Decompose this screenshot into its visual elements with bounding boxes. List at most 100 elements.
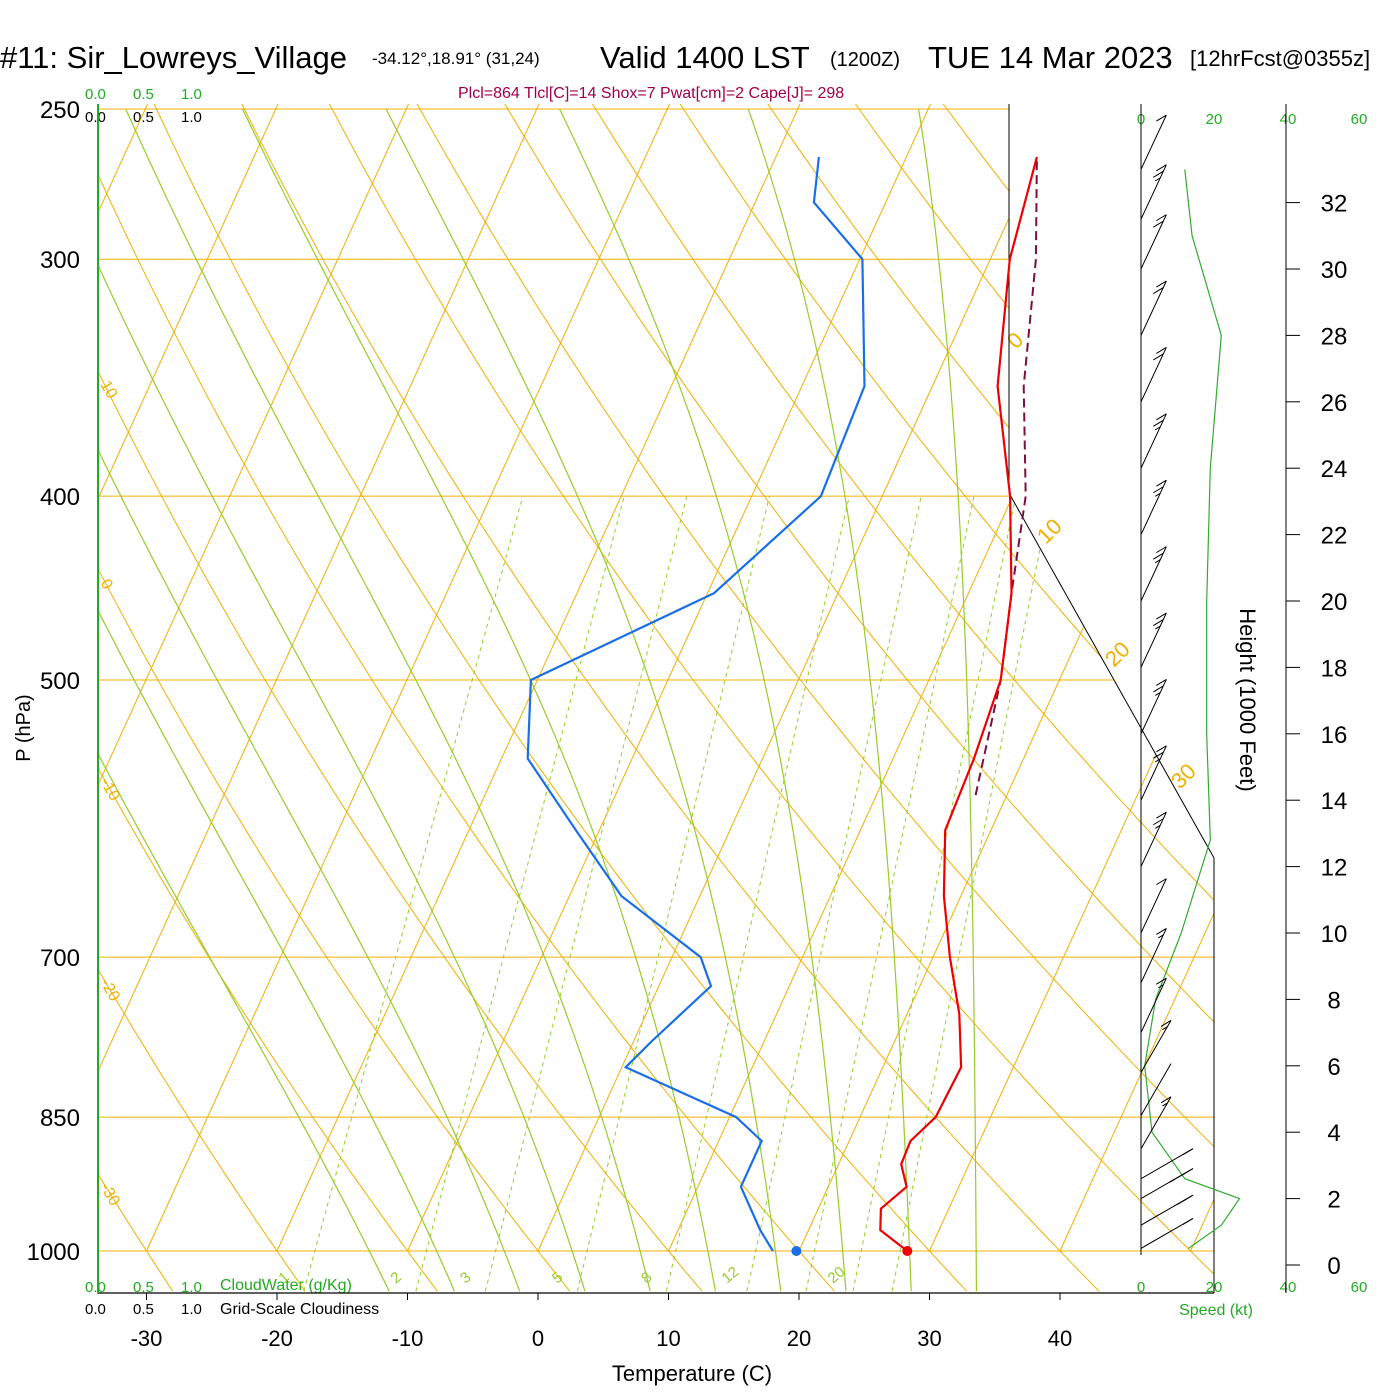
- speed-scale-bottom: 0 20 40 60 Speed (kt): [1137, 1279, 1368, 1319]
- wind-barb-flag: [1156, 811, 1167, 819]
- height-tick-label: 24: [1321, 456, 1348, 483]
- temperature-profile-line: [879, 156, 1038, 1252]
- wind-barb-flag: [1176, 1198, 1187, 1206]
- wind-barb-flag: [1156, 927, 1167, 935]
- wind-barb-flag: [1160, 1096, 1172, 1104]
- wind-barb-flag: [1182, 1148, 1194, 1156]
- wind-barb-flag: [1153, 818, 1164, 826]
- pressure-tick-label: 250: [40, 97, 80, 124]
- pressure-tick-label: 300: [40, 247, 80, 274]
- wind-barb-flag: [1153, 685, 1164, 693]
- wind-barb-flag: [1153, 419, 1164, 427]
- dry-adiabat-line: [1182, 104, 1214, 1292]
- speed-scale-top: 0 20 40 60: [1137, 111, 1368, 128]
- pressure-tick-label: 500: [40, 668, 80, 695]
- wind-barb-flag: [1153, 486, 1164, 494]
- wind-barb-half-flag: [1155, 492, 1161, 497]
- dry-adiabat-line: [98, 104, 703, 1292]
- isotherm-line: [1059, 104, 1214, 1252]
- wind-speed-line: [1144, 169, 1241, 1249]
- cloudiness-tick-bottom: 0.5: [133, 1301, 154, 1318]
- cloudwater-label: CloudWater (g/Kg): [220, 1277, 352, 1294]
- isotherm-line: [146, 104, 691, 1252]
- wind-barb-flag: [1153, 353, 1164, 361]
- background-lines: [98, 104, 1214, 1292]
- speed-tick-top: 60: [1351, 111, 1368, 128]
- wind-barb-staff: [1140, 114, 1167, 170]
- wind-barb-staff: [1140, 1096, 1172, 1150]
- cloudiness-tick-top: 0.5: [133, 109, 154, 126]
- dry-adiabat-line: [834, 104, 1214, 1292]
- wind-barb-flag: [1153, 170, 1164, 178]
- mixing-ratio-line: [484, 496, 688, 1292]
- cloudwater-tick-top: 0.0: [85, 86, 106, 103]
- wind-barb-flag: [1156, 546, 1167, 554]
- parcel-profile-line: [974, 156, 1038, 796]
- isotherm-line: [98, 104, 560, 1252]
- wind-barb-half-flag: [1155, 559, 1161, 564]
- isotherm-line: [537, 104, 1082, 1252]
- wind-barb-staff: [1140, 878, 1167, 934]
- mixing-ratio-label: 2: [388, 1269, 405, 1287]
- surface-dewpoint-point: [791, 1246, 802, 1256]
- speed-tick-bottom: 60: [1351, 1279, 1368, 1296]
- wind-barb-staff: [1140, 745, 1167, 801]
- height-tick-label: 30: [1321, 257, 1348, 284]
- height-tick-label: 4: [1327, 1120, 1340, 1147]
- wind-barb-flag: [1156, 114, 1167, 122]
- wind-barb-half-flag: [1155, 177, 1161, 182]
- pressure-tick-label: 400: [40, 484, 80, 511]
- dry-adiabat-line: [487, 104, 1214, 1292]
- cloudwater-tick-bottom: 0.0: [85, 1279, 106, 1296]
- wind-barb-staff: [1140, 679, 1167, 735]
- mixing-ratio-label: 8: [638, 1269, 655, 1287]
- height-tick-label: 16: [1321, 722, 1348, 749]
- dry-adiabat-line: [661, 104, 1214, 1292]
- wind-barb-half-flag: [1155, 692, 1161, 696]
- cloudwater-tick-top: 1.0: [181, 86, 202, 103]
- wind-barb-flag: [1156, 878, 1167, 886]
- temperature-tick-label: 30: [917, 1326, 941, 1351]
- wind-barb-staff: [1140, 1063, 1172, 1116]
- surface-temperature-point: [902, 1246, 913, 1256]
- temperature-tick-label: -30: [131, 1326, 163, 1351]
- wind-barb-staff: [1140, 1020, 1172, 1073]
- isotherm-line: [798, 104, 1214, 1252]
- temperature-tick-label: 40: [1048, 1326, 1072, 1351]
- mixing-ratio-label: 3: [457, 1269, 474, 1287]
- wind-barb-flag: [1182, 1217, 1194, 1225]
- theta-label: -30: [97, 1180, 123, 1209]
- wind-barb-half-flag: [1158, 934, 1164, 939]
- speed-tick-top: 20: [1206, 111, 1223, 128]
- mixing-ratio-line: [415, 496, 625, 1292]
- cloud-scale-top: 0.0 0.5 1.0 0.0 0.5 1.0: [85, 86, 202, 126]
- height-tick-label: 22: [1321, 523, 1348, 550]
- dry-adiabat-line: [227, 104, 1100, 1292]
- wind-barb-flag: [1156, 678, 1167, 686]
- moist-adiabat-line: [241, 108, 716, 1292]
- wind-panel: [1140, 114, 1241, 1249]
- dry-adiabat-line: [140, 104, 968, 1292]
- speed-tick-bottom: 40: [1280, 1279, 1297, 1296]
- isotherm-line: [98, 104, 169, 1252]
- wind-barb-staff: [1140, 480, 1167, 535]
- pressure-tick-label: 700: [40, 945, 80, 972]
- wind-barb-flag: [1156, 977, 1167, 985]
- dry-adiabat-line: [98, 104, 835, 1292]
- wind-barb-half-flag: [1155, 824, 1161, 829]
- height-tick-label: 26: [1321, 390, 1348, 417]
- wind-barb-flag: [1156, 346, 1167, 354]
- dry-adiabat-line: [400, 104, 1214, 1292]
- isotherm-line: [98, 104, 299, 1252]
- cloudwater-tick-top: 0.5: [133, 86, 154, 103]
- height-tick-label: 20: [1321, 589, 1348, 616]
- theta-label-right: 0: [1002, 327, 1028, 353]
- wind-barb-staff: [1140, 612, 1167, 668]
- speed-tick-bottom: 0: [1137, 1279, 1145, 1296]
- wind-barb-flag: [1153, 552, 1164, 560]
- wind-barb-half-flag: [1162, 1102, 1168, 1107]
- wind-barb-half-flag: [1155, 758, 1161, 763]
